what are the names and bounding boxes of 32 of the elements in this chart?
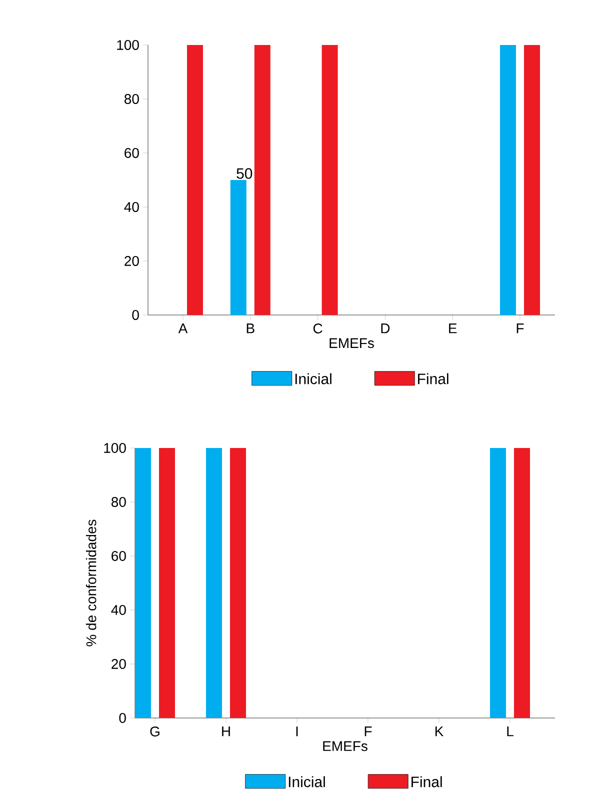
x-axis-title: EMEFs (330, 338, 374, 348)
y-tick-label: 0 (119, 713, 126, 723)
x-tick-label: I (296, 726, 298, 736)
data-label: 50 (236, 168, 252, 179)
x-axis-title: EMEFs (323, 741, 368, 752)
x-tick-label: F (516, 324, 524, 334)
x-tick-label: L (507, 726, 514, 736)
x-tick-label: F (364, 726, 372, 736)
legend-label: Inicial (288, 776, 325, 788)
y-axis-title: % de conformidades (86, 520, 96, 646)
y-tick-label: 100 (104, 443, 126, 453)
y-tick-label: 20 (112, 659, 126, 669)
x-tick-label: D (381, 324, 390, 334)
x-tick-label: A (178, 324, 188, 334)
legend-label: Inicial (295, 373, 332, 384)
y-tick-label: 60 (112, 551, 126, 561)
x-tick-label: H (222, 726, 230, 736)
legend-label: Final (418, 373, 448, 384)
x-tick-label: B (246, 324, 254, 334)
y-tick-label: 100 (117, 40, 139, 50)
y-tick-label: 40 (124, 202, 139, 212)
x-tick-label: G (150, 726, 160, 736)
y-tick-label: 60 (124, 148, 139, 158)
y-tick-label: 40 (111, 605, 126, 615)
legend-label: Final (412, 776, 442, 788)
y-tick-label: 80 (124, 94, 139, 104)
x-tick-label: K (435, 726, 444, 736)
y-tick-label: 20 (124, 256, 139, 266)
x-tick-label: C (313, 324, 322, 334)
y-tick-label: 80 (112, 497, 126, 507)
y-tick-label: 0 (132, 310, 139, 320)
x-tick-label: E (449, 324, 457, 334)
